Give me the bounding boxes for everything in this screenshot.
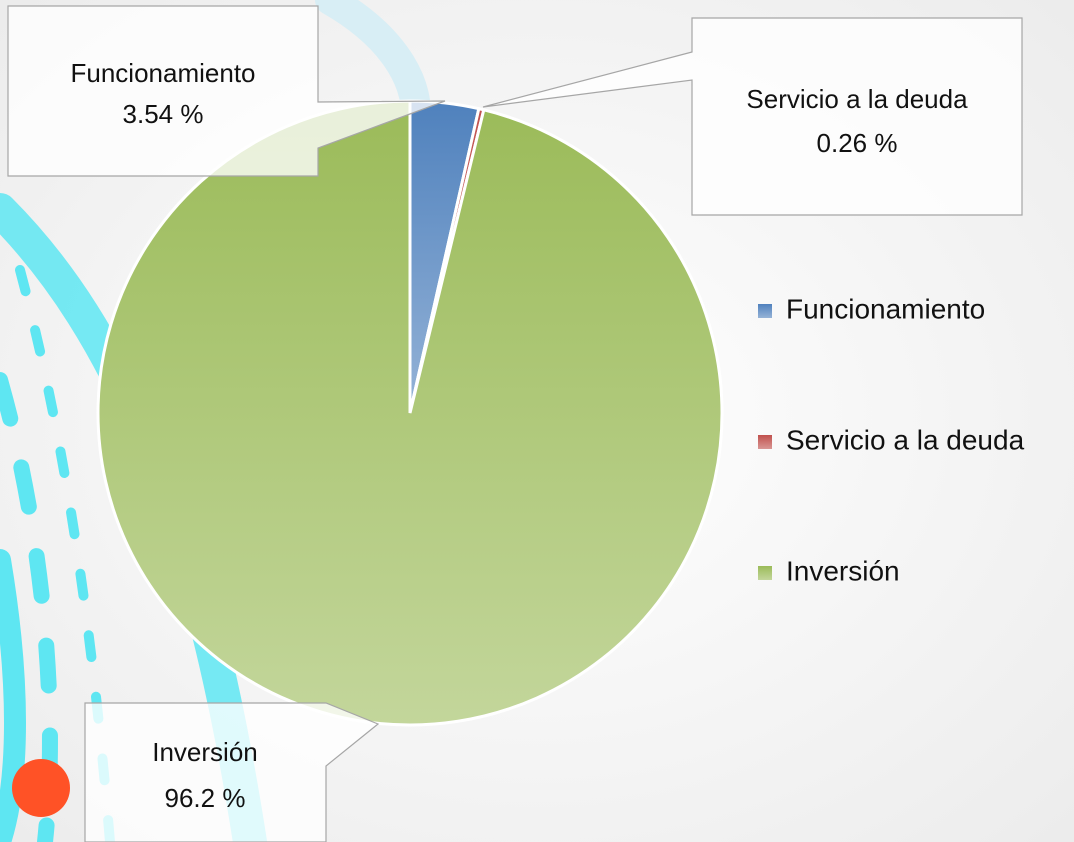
legend-swatch bbox=[758, 304, 772, 318]
callout-category: Inversión bbox=[152, 737, 258, 767]
decoration-dot bbox=[12, 759, 70, 817]
callout-value: 0.26 % bbox=[817, 128, 898, 158]
legend-label: Servicio a la deuda bbox=[786, 424, 1025, 455]
pie-slice bbox=[96, 99, 724, 727]
callout-category: Servicio a la deuda bbox=[746, 84, 968, 114]
legend-swatch bbox=[758, 435, 772, 449]
legend-swatch bbox=[758, 566, 772, 580]
callout-value: 3.54 % bbox=[123, 99, 204, 129]
callouts: Funcionamiento 3.54 % Servicio a la deuda 0… bbox=[7, 5, 1023, 842]
callout-category: Funcionamiento bbox=[71, 58, 256, 88]
callout-box bbox=[482, 17, 1023, 216]
callout-box bbox=[7, 5, 446, 177]
pie bbox=[96, 99, 724, 727]
callout-value: 96.2 % bbox=[165, 783, 246, 813]
legend-label: Funcionamiento bbox=[786, 293, 985, 324]
legend: Funcionamiento Servicio a la deuda Inversi… bbox=[758, 293, 1025, 586]
callout-box bbox=[84, 702, 380, 842]
legend-label: Inversión bbox=[786, 555, 900, 586]
